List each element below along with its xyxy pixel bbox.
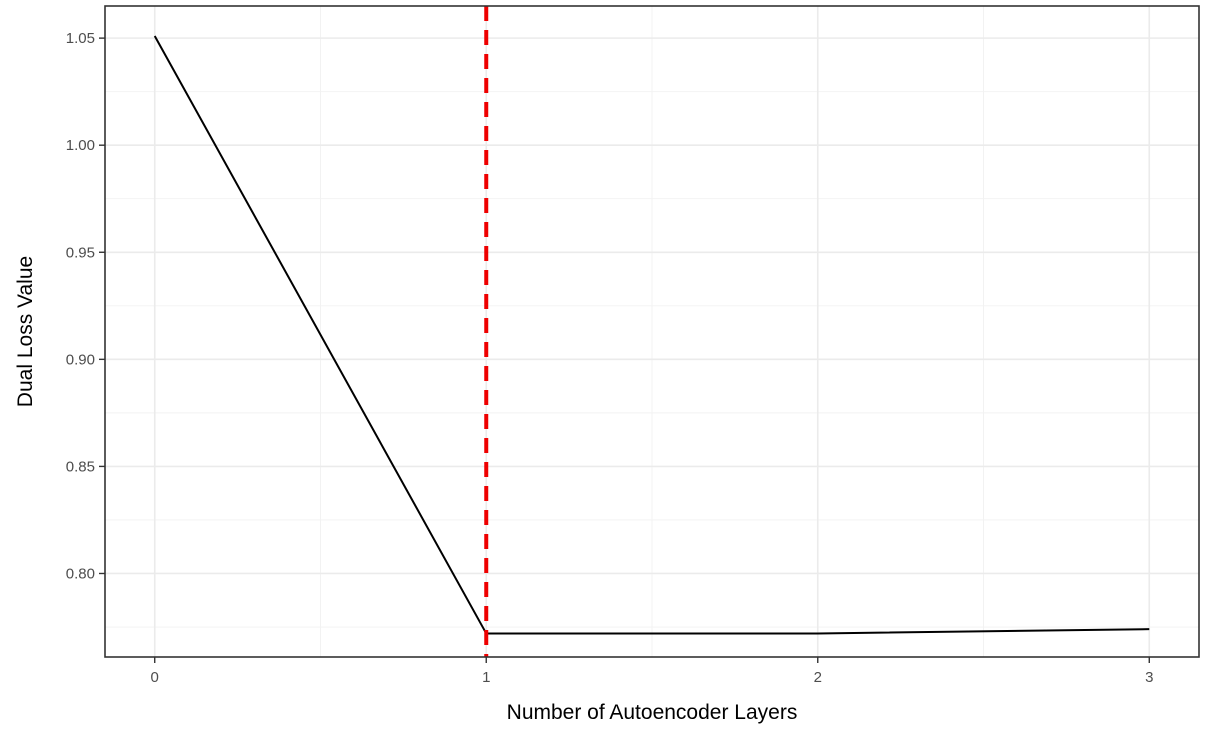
x-tick-label: 0 bbox=[151, 669, 159, 686]
x-axis-title: Number of Autoencoder Layers bbox=[507, 701, 798, 724]
y-axis-ticks: 0.80 0.85 0.90 0.95 1.00 1.05 bbox=[66, 30, 105, 582]
y-tick-label: 0.90 bbox=[66, 351, 95, 368]
y-tick-label: 1.05 bbox=[66, 30, 95, 47]
y-axis-title: Dual Loss Value bbox=[14, 256, 37, 407]
plot-panel-border bbox=[104, 5, 1200, 658]
y-tick-label: 0.85 bbox=[66, 458, 95, 475]
minor-gridlines bbox=[105, 6, 1199, 657]
x-tick-label: 1 bbox=[482, 669, 490, 686]
y-tick-label: 0.80 bbox=[66, 565, 95, 582]
x-tick-label: 3 bbox=[1145, 669, 1153, 686]
x-axis-ticks: 0 1 2 3 bbox=[151, 657, 1153, 686]
x-tick-label: 2 bbox=[814, 669, 822, 686]
y-tick-label: 0.95 bbox=[66, 244, 95, 261]
series-line bbox=[153, 35, 1150, 635]
y-tick-label: 1.00 bbox=[66, 137, 95, 154]
series-layer bbox=[153, 35, 1150, 635]
